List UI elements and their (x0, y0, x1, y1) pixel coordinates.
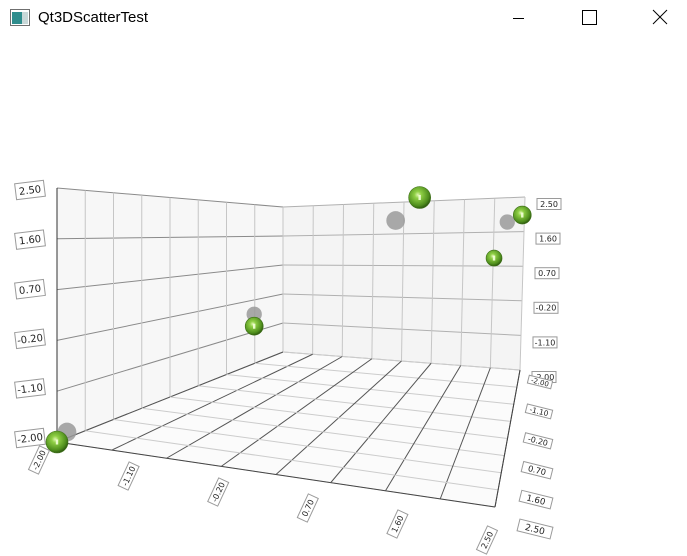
y-tick-label-right: -1.10 (532, 336, 558, 349)
y-tick-label-left: 1.60 (14, 229, 46, 250)
z-tick-label: 1.60 (518, 489, 554, 510)
maximize-button[interactable] (565, 0, 611, 36)
minimize-icon (513, 18, 524, 19)
x-tick-label: -2.00 (27, 445, 51, 475)
y-tick-label-left: 0.70 (14, 278, 46, 300)
scatter-point[interactable] (45, 430, 69, 454)
y-tick-label-left: -2.00 (14, 427, 46, 449)
scatter-point[interactable] (244, 316, 264, 336)
floor-front-edge (56, 441, 496, 508)
svg-text:2.50: 2.50 (18, 184, 41, 198)
floor-x-gridline (439, 367, 491, 500)
data-points (45, 186, 532, 454)
svg-text:1.60: 1.60 (525, 493, 546, 507)
scatter-point[interactable] (512, 205, 532, 225)
svg-text:-2.00: -2.00 (17, 432, 44, 446)
svg-text:0.70: 0.70 (538, 269, 556, 278)
back-wall-v-gridline (312, 205, 314, 355)
maximize-icon (582, 10, 597, 25)
floor-x-gridline (330, 362, 432, 483)
y-tick-label-right: -0.20 (533, 301, 559, 314)
y-tick-label-left: 2.50 (14, 179, 46, 201)
svg-text:-2.00: -2.00 (534, 373, 555, 382)
y-tick-label-right: 0.70 (534, 267, 560, 280)
back-wall-v-gridline (489, 198, 496, 368)
y-tick-label-left: -0.20 (14, 328, 46, 350)
title-bar: Qt3DScatterTest (0, 0, 687, 36)
x-tick-label: 0.70 (296, 493, 319, 523)
axis-tick-labels: 2.50 1.60 0.70 -0.20 -1.10 -2.00 2.50 1.60 0.70 -… (14, 179, 562, 555)
point-shadow (499, 214, 515, 230)
x-tick-label: 1.60 (386, 509, 409, 539)
close-icon (652, 9, 668, 25)
svg-text:0.70: 0.70 (18, 283, 41, 297)
app-icon (10, 9, 30, 26)
z-tick-label: -0.20 (522, 432, 554, 450)
point-shadow (386, 211, 406, 230)
y-tick-label-right: 1.60 (535, 232, 561, 245)
floor-z-gridline (141, 407, 505, 457)
back-wall-v-gridline (341, 204, 344, 357)
svg-text:-1.10: -1.10 (17, 382, 44, 396)
svg-text:2.50: 2.50 (540, 200, 558, 209)
floor-right-edge (494, 369, 521, 508)
svg-text:-0.20: -0.20 (17, 333, 44, 347)
floor-z-gridline (169, 396, 508, 439)
window-title: Qt3DScatterTest (38, 9, 149, 26)
back-wall-v-gridline (371, 203, 375, 359)
svg-text:1.60: 1.60 (539, 234, 557, 243)
y-tick-label-left: -1.10 (14, 378, 46, 399)
back-wall-v-gridline (430, 200, 435, 364)
scatter-graph[interactable]: 2.50 1.60 0.70 -0.20 -1.10 -2.00 2.50 1.60 0.70 -… (0, 36, 687, 556)
floor-x-gridline (385, 365, 462, 492)
z-tick-label: -1.10 (524, 403, 554, 420)
scatter-point[interactable] (408, 186, 431, 209)
floor-z-gridline (113, 419, 502, 474)
minimize-button[interactable] (495, 0, 541, 36)
svg-text:1.60: 1.60 (18, 234, 41, 248)
z-tick-label: 2.50 (516, 518, 554, 540)
scatter-point[interactable] (485, 249, 503, 267)
back-wall-v-gridline (401, 201, 405, 362)
floor-z-gridline (85, 430, 499, 491)
x-tick-label: -1.10 (117, 461, 140, 491)
svg-text:-1.10: -1.10 (535, 338, 556, 347)
floor-plane (57, 352, 520, 507)
z-tick-label: 0.70 (520, 460, 554, 480)
x-tick-label: 2.50 (475, 525, 499, 555)
svg-text:-0.20: -0.20 (536, 304, 557, 313)
svg-text:0.70: 0.70 (527, 463, 547, 477)
x-tick-label: -0.20 (207, 477, 230, 507)
close-button[interactable] (636, 0, 682, 36)
back-wall-v-gridline (460, 199, 465, 366)
back-wall-v-gridline (519, 196, 526, 371)
grid-lines (56, 187, 526, 508)
svg-text:2.50: 2.50 (524, 523, 546, 538)
y-tick-label-right: 2.50 (536, 198, 562, 210)
